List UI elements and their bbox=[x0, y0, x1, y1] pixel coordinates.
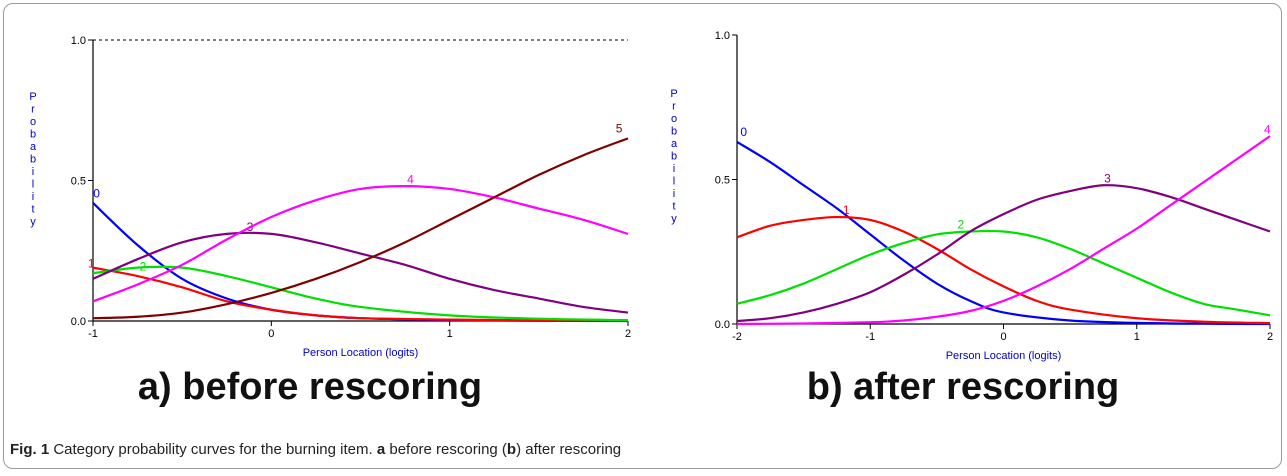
x-tick-label: -1 bbox=[865, 331, 875, 343]
series-line-cat-1 bbox=[736, 215, 1271, 325]
series-label-cat-2: 2 bbox=[958, 218, 965, 232]
x-tick-label: 0 bbox=[268, 328, 274, 340]
series-label-cat-1: 1 bbox=[843, 203, 850, 217]
series-label-cat-0: 0 bbox=[740, 125, 747, 139]
series-line-cat-1 bbox=[92, 266, 629, 322]
x-axis-label: Person Location (logits) bbox=[303, 347, 419, 359]
series-line-cat-5 bbox=[92, 137, 629, 320]
x-tick-label: -1 bbox=[88, 328, 98, 340]
caption-text-3: ) after rescoring bbox=[516, 441, 622, 458]
series-label-cat-4: 4 bbox=[1264, 122, 1271, 136]
caption-bold-a: a bbox=[376, 441, 386, 458]
y-tick-label: 0.0 bbox=[715, 319, 730, 331]
series-line-cat-4 bbox=[92, 185, 629, 303]
series-label-cat-2: 2 bbox=[140, 259, 147, 273]
x-tick-label: -2 bbox=[732, 331, 742, 343]
caption-bold-b: b bbox=[506, 441, 517, 458]
caption-text-2: before rescoring ( bbox=[389, 441, 507, 458]
series-label-cat-0: 0 bbox=[93, 186, 100, 200]
y-tick-label: 0.5 bbox=[715, 175, 730, 187]
panel-label-b: b) after rescoring bbox=[806, 366, 1120, 408]
series-label-cat-4: 4 bbox=[407, 172, 414, 186]
y-tick-label: 0.5 bbox=[71, 176, 86, 188]
y-tick-label: 1.0 bbox=[715, 30, 730, 42]
x-tick-label: 2 bbox=[1267, 331, 1273, 343]
x-axis-label: Person Location (logits) bbox=[946, 350, 1062, 362]
series-label-cat-1: 1 bbox=[88, 257, 95, 271]
series-line-cat-3 bbox=[92, 231, 629, 314]
series-line-cat-2 bbox=[736, 229, 1271, 317]
x-tick-label: 0 bbox=[1000, 331, 1006, 343]
series-label-cat-5: 5 bbox=[616, 122, 623, 136]
figure-caption: Fig. 1 Category probability curves for t… bbox=[10, 441, 621, 458]
y-tick-label: 1.0 bbox=[71, 35, 86, 47]
x-tick-label: 2 bbox=[625, 328, 631, 340]
figure-frame bbox=[3, 3, 1282, 469]
x-tick-label: 1 bbox=[447, 328, 453, 340]
series-line-cat-0 bbox=[736, 140, 1271, 326]
x-tick-label: 1 bbox=[1134, 331, 1140, 343]
panel-label-a: a) before rescoring bbox=[137, 366, 483, 408]
series-label-cat-3: 3 bbox=[1104, 171, 1111, 185]
y-tick-label: 0.0 bbox=[71, 316, 86, 328]
caption-text-1: Category probability curves for the burn… bbox=[53, 441, 373, 458]
series-line-cat-2 bbox=[92, 265, 629, 322]
series-line-cat-4 bbox=[736, 135, 1271, 326]
caption-figure-label: Fig. 1 bbox=[10, 441, 50, 458]
